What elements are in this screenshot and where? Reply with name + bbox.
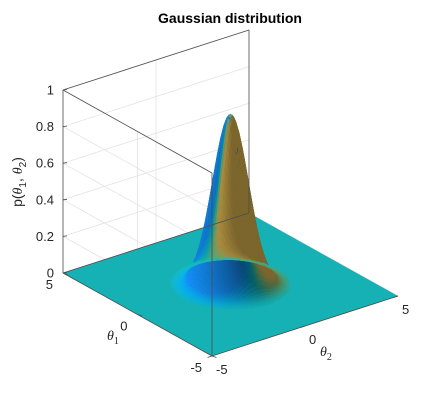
z-tick-mark [62, 198, 68, 201]
z-tick-mark [62, 162, 68, 164]
surface-patch [178, 267, 185, 270]
surface-patch [176, 269, 182, 272]
surface-plot [63, 113, 398, 356]
y-tick-label: 5 [46, 277, 53, 292]
x-tick-mark [207, 355, 213, 358]
surface-patch [172, 273, 178, 276]
x-tick-mark [300, 325, 306, 328]
x-tick-mark [393, 295, 399, 298]
y-tick-label: -5 [190, 360, 202, 375]
x-tick-label: -5 [216, 362, 228, 377]
y-axis-label: θ1 [107, 329, 119, 347]
surface-patch [170, 285, 176, 289]
surface-patch [170, 280, 176, 283]
surface-patch [174, 271, 180, 274]
y-tick-mark [211, 355, 217, 358]
axes-box-edge [62, 29, 250, 91]
axes-box-edge [62, 212, 250, 274]
y-tick-label: 0 [120, 319, 127, 334]
x-axis-label: θ2 [320, 345, 332, 363]
x-tick-label: 0 [309, 332, 316, 347]
z-axis-label: p(θ1, θ2) [9, 157, 29, 207]
z-tick-mark [62, 235, 68, 237]
surface-patch [171, 275, 177, 278]
y-tick-mark [62, 272, 68, 275]
z-tick-label: 0.8 [36, 119, 54, 134]
z-tick-mark [62, 125, 68, 127]
chart-title: Gaussian distribution [158, 10, 302, 26]
z-tick-label: 0.4 [36, 192, 54, 207]
z-tick-mark [62, 89, 68, 91]
y-tick-mark [137, 314, 143, 317]
surface-patch [173, 290, 178, 293]
z-tick-label: 0 [47, 266, 54, 281]
surface-patch [184, 264, 191, 267]
z-tick-label: 1 [47, 83, 54, 98]
surface-patch [169, 278, 175, 281]
z-tick-label: 0.2 [36, 229, 54, 244]
axes-box-edge [62, 89, 213, 174]
z-tick-label: 0.6 [36, 156, 54, 171]
x-tick-label: 5 [402, 302, 409, 317]
